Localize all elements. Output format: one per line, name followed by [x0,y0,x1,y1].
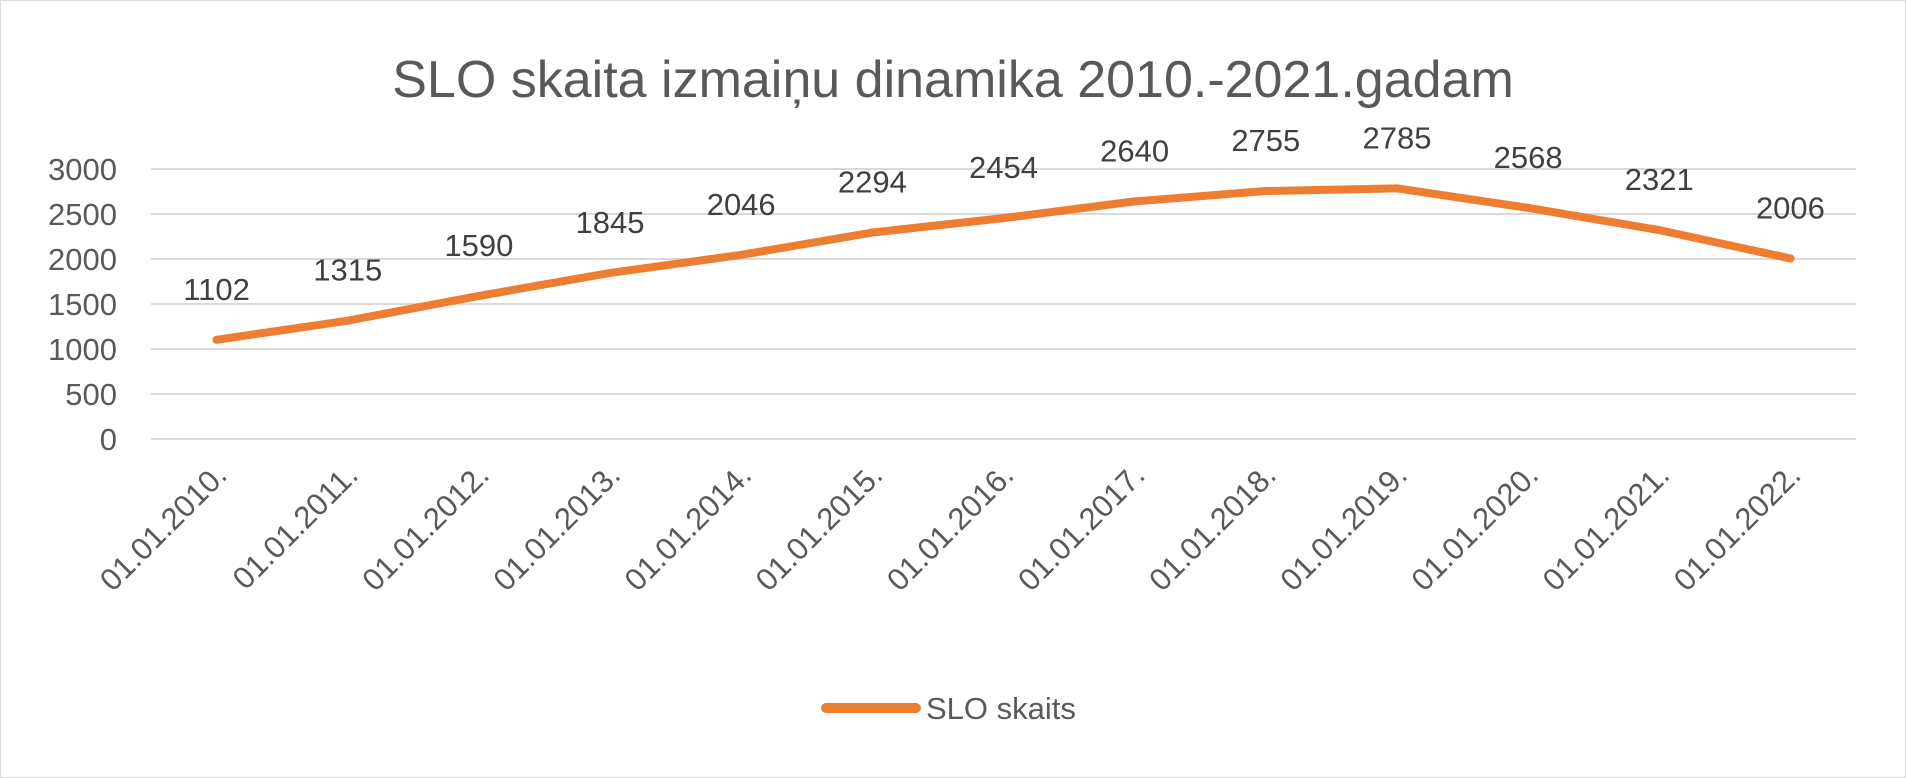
y-tick-label: 2000 [48,242,117,277]
x-tick-label: 01.01.2021. [1536,457,1677,598]
data-label: 1102 [183,272,250,307]
y-tick-label: 1000 [48,332,117,367]
x-axis-ticks: 01.01.2010.01.01.2011.01.01.2012.01.01.2… [93,457,1807,598]
data-point[interactable] [343,316,352,325]
data-label: 2454 [969,150,1038,185]
data-point[interactable] [868,228,877,237]
data-point[interactable] [1392,184,1401,193]
data-labels: 1102 1315 1590 1845 2046 2294 2454 2640 2755 2785… [183,120,1825,306]
series-line-slo-skaits[interactable] [212,184,1795,344]
y-tick-label: 1500 [48,287,117,322]
x-tick-label: 01.01.2015. [749,457,890,598]
data-point[interactable] [1524,203,1533,212]
gridlines [151,168,1856,440]
y-tick-label: 3000 [48,152,117,187]
data-point[interactable] [1655,226,1664,235]
data-label: 1315 [313,253,382,288]
x-tick-label: 01.01.2014. [618,457,759,598]
x-tick-label: 01.01.2016. [880,457,1021,598]
data-label: 2006 [1756,190,1825,225]
data-point[interactable] [999,214,1008,223]
data-point[interactable] [1261,187,1270,196]
legend[interactable]: SLO skaits [821,691,1076,726]
data-point[interactable] [1786,254,1795,263]
y-tick-label: 0 [100,422,117,457]
data-label: 2046 [707,187,776,222]
x-tick-label: 01.01.2012. [355,457,496,598]
x-tick-label: 01.01.2013. [486,457,627,598]
x-tick-label: 01.01.2018. [1142,457,1283,598]
data-label: 2785 [1362,120,1431,155]
data-label: 2321 [1625,162,1694,197]
legend-label: SLO skaits [926,691,1076,726]
data-label: 2640 [1100,133,1169,168]
x-tick-label: 01.01.2010. [93,457,234,598]
data-point[interactable] [737,250,746,259]
x-tick-label: 01.01.2017. [1011,457,1152,598]
data-label: 2294 [838,165,907,200]
y-axis-ticks: 0 500 1000 1500 2000 2500 3000 [48,152,117,457]
data-point[interactable] [474,291,483,300]
data-label: 2568 [1494,140,1563,175]
data-point[interactable] [1130,197,1139,206]
data-label: 2755 [1231,123,1300,158]
chart-title: SLO skaita izmaiņu dinamika 2010.-2021.g… [392,51,1514,109]
y-tick-label: 500 [65,377,117,412]
series-layer [212,184,1795,344]
data-label: 1845 [576,205,645,240]
y-tick-label: 2500 [48,197,117,232]
data-point[interactable] [212,335,221,344]
x-tick-label: 01.01.2020. [1405,457,1546,598]
data-point[interactable] [606,268,615,277]
data-label: 1590 [444,228,513,263]
x-tick-label: 01.01.2019. [1273,457,1414,598]
x-tick-label: 01.01.2011. [226,457,365,596]
x-tick-label: 01.01.2022. [1667,457,1808,598]
